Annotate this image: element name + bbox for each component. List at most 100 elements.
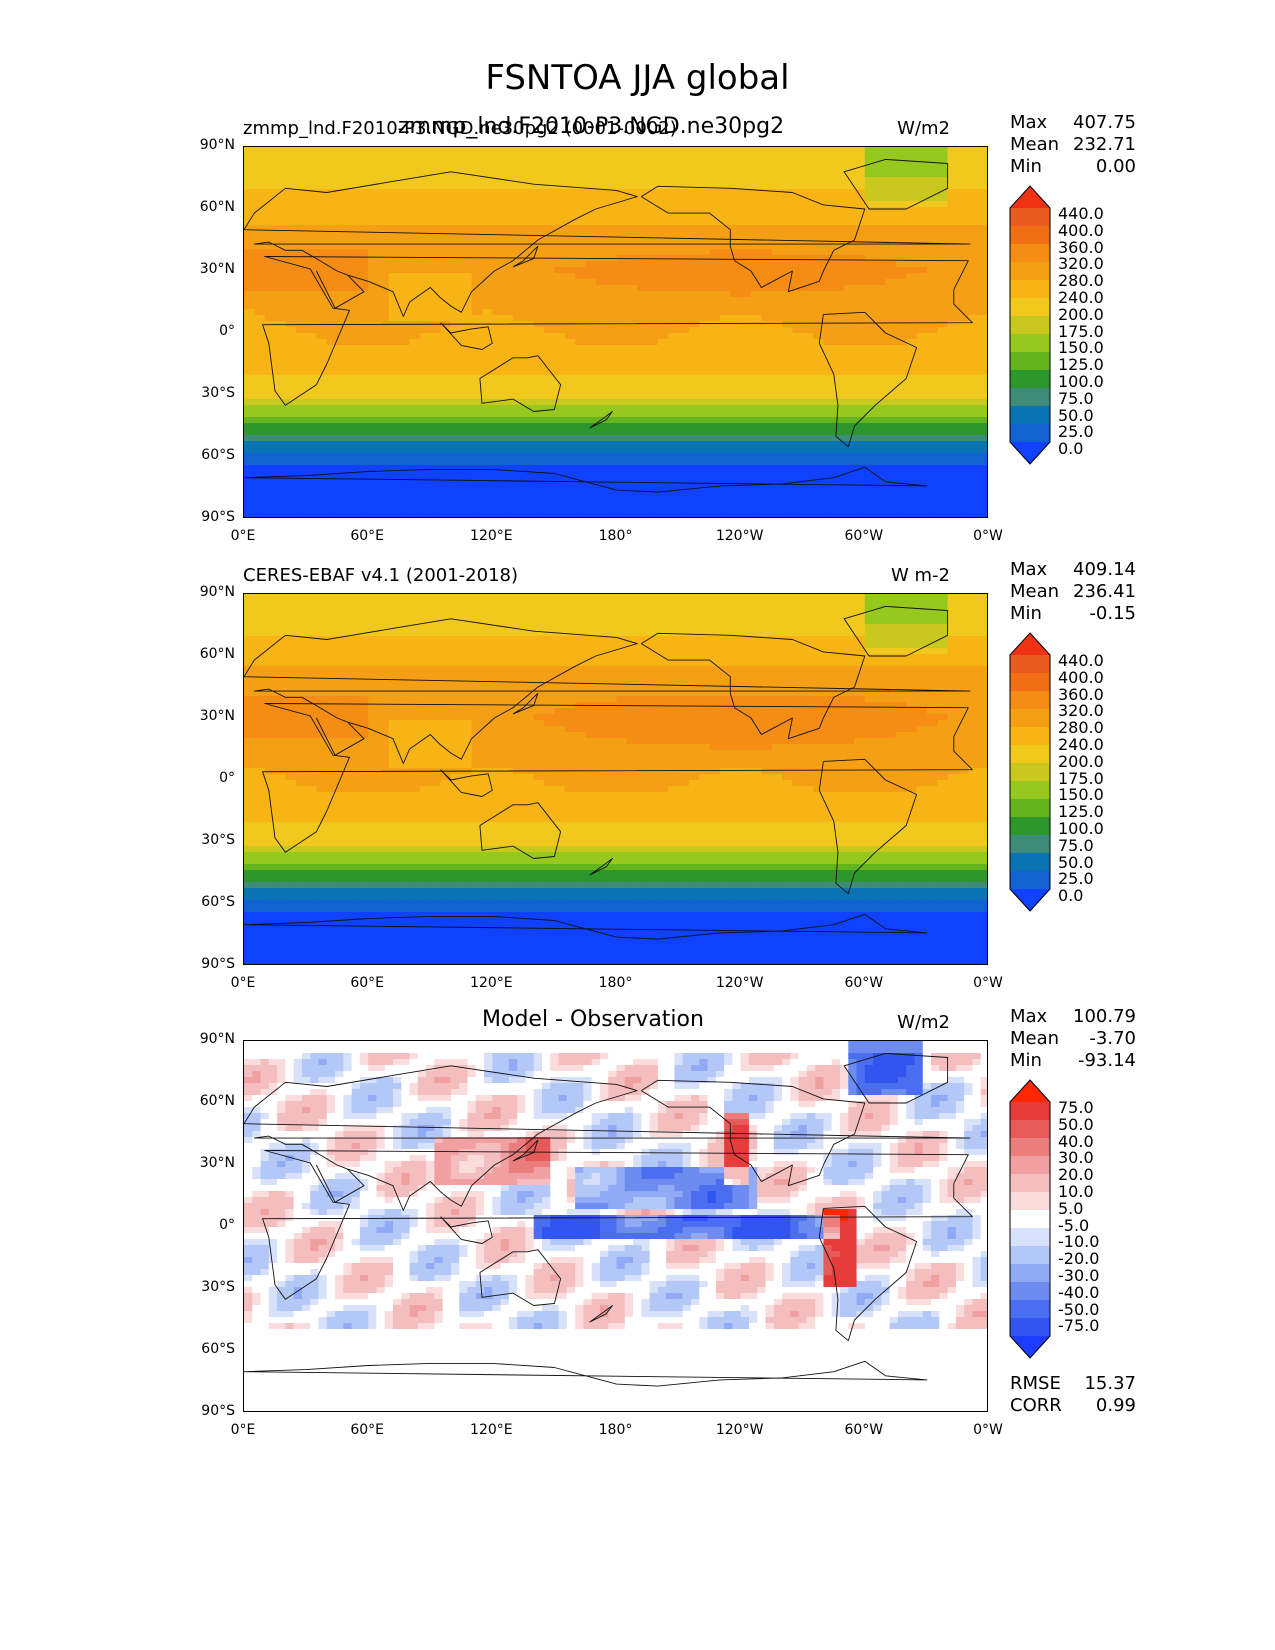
field-cell [564,333,576,340]
field-cell [399,231,411,238]
field-cell [378,237,390,244]
field-cell [906,303,918,310]
panel1-colorbar [1009,185,1051,465]
field-cell [699,483,711,490]
field-cell [347,327,359,334]
field-cell [751,183,762,190]
field-cell [978,345,987,352]
field-cell [668,273,680,280]
field-cell [585,417,597,424]
field-cell [957,405,969,412]
field-cell [575,201,587,208]
field-cell [854,429,866,436]
field-cell [513,606,524,613]
field-cell [378,630,390,637]
field-cell [730,213,742,220]
field-cell [616,285,628,292]
field-cell [730,201,742,208]
field-cell [926,600,938,607]
field-cell [254,477,266,484]
field-cell [906,435,918,442]
field-cell [792,219,804,226]
field-cell [761,423,773,430]
field-cell [647,411,659,418]
field-cell [399,315,411,322]
field-cell [513,495,524,502]
field-cell [875,333,887,340]
field-cell [616,375,628,382]
field-cell [730,243,742,250]
field-cell [285,435,297,442]
field-cell [419,177,431,184]
field-cell [326,375,338,382]
field-cell [823,297,835,304]
field-cell [947,147,959,154]
field-cell [740,339,752,346]
field-cell [637,165,649,172]
field-cell [275,171,286,178]
field-cell [388,441,400,448]
field-cell [337,453,349,460]
field-cell [554,369,566,376]
field-cell [440,237,452,244]
field-cell [481,261,493,268]
field-cell [409,177,421,184]
field-cell [968,201,980,208]
field-cell [554,618,566,625]
field-cell [481,381,493,388]
field-cell [854,594,866,601]
field-cell [699,189,711,196]
field-cell [709,243,721,250]
field-cell [275,339,286,346]
field-cell [275,507,286,514]
field-cell [926,624,938,631]
field-cell [306,279,318,286]
field-cell [388,237,400,244]
field-cell [688,624,700,631]
field-cell [885,429,897,436]
field-cell [719,507,731,514]
field-cell [678,339,690,346]
field-cell [864,153,876,160]
field-cell [306,423,318,430]
field-cell [450,207,462,214]
field-cell [337,345,349,352]
field-cell [368,249,380,256]
field-cell [637,327,649,334]
field-cell [761,309,773,316]
field-cell [461,153,473,160]
field-cell [295,477,307,484]
field-cell [823,213,835,220]
field-cell [895,405,907,412]
field-cell [668,501,680,508]
field-cell [792,423,804,430]
field-cell [719,351,731,358]
field-cell [471,261,483,268]
field-cell [968,147,980,154]
field-cell [585,213,597,220]
field-cell [906,417,918,424]
field-cell [440,447,452,454]
field-cell [761,219,773,226]
field-cell [544,261,556,268]
field-cell [637,333,649,340]
field-cell [885,339,897,346]
field-cell [761,441,773,448]
field-cell [906,183,918,190]
field-cell [823,261,835,268]
field-cell [564,399,576,406]
field-cell [782,315,794,322]
field-cell [895,249,907,256]
field-cell [368,351,380,358]
field-cell [937,285,949,292]
field-cell [513,381,524,388]
field-cell [678,594,690,601]
field-cell [968,513,980,517]
field-cell [709,255,721,262]
field-cell [709,351,721,358]
field-cell [264,501,276,508]
field-cell [678,618,690,625]
field-cell [575,243,587,250]
field-cell [782,159,794,166]
coastline [440,322,493,350]
